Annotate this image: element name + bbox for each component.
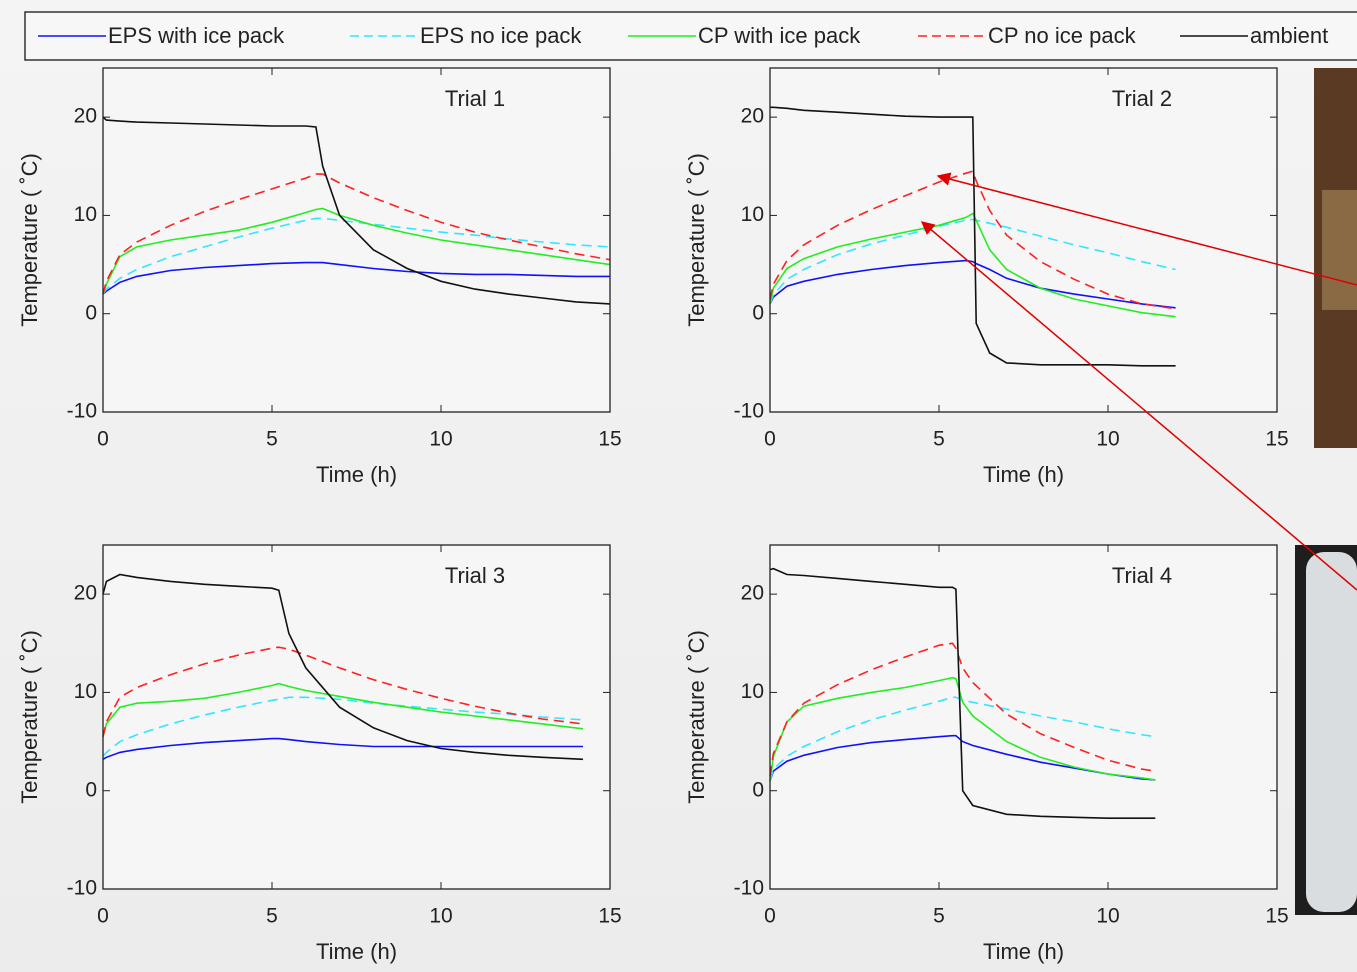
legend-label: EPS with ice pack: [108, 23, 285, 48]
x-tick-label: 15: [598, 428, 621, 451]
x-tick-label: 15: [598, 905, 621, 928]
series-line: [769, 676, 1156, 782]
y-axis-label: Temperature ( ˚C): [684, 630, 709, 804]
legend-label: EPS no ice pack: [420, 23, 582, 48]
y-tick-label: 10: [74, 203, 97, 226]
y-tick-label: 10: [741, 680, 764, 703]
arrow: [920, 221, 1357, 591]
plot-frame: [769, 67, 1278, 413]
plot-frame: [102, 67, 611, 413]
photo-detail: [1322, 190, 1357, 310]
plot-area: [770, 545, 1277, 889]
series-line: [770, 106, 1176, 367]
series-line: [102, 173, 611, 295]
y-tick-label: -10: [67, 400, 97, 423]
y-tick-label: 0: [85, 301, 97, 324]
series-line: [102, 696, 584, 757]
x-tick-label: 5: [933, 905, 945, 928]
x-tick-label: 5: [933, 428, 945, 451]
x-tick-label: 10: [1096, 905, 1119, 928]
series-line: [769, 259, 1176, 309]
y-axis-label: Temperature ( ˚C): [17, 630, 42, 804]
x-axis-label: Time (h): [316, 939, 397, 964]
series-line: [102, 116, 611, 305]
series-line: [769, 567, 1156, 819]
chart-title: Trial 4: [1112, 563, 1172, 588]
x-tick-label: 0: [764, 905, 776, 928]
legend: EPS with ice pack EPS no ice pack CP with …: [24, 11, 1357, 61]
arrow: [936, 172, 1357, 286]
legend-label: CP no ice pack: [988, 23, 1137, 48]
y-axis-label: Temperature ( ˚C): [684, 153, 709, 327]
y-tick-label: 0: [752, 301, 764, 324]
y-tick-label: 20: [741, 582, 764, 605]
x-axis-label: Time (h): [983, 939, 1064, 964]
series-line: [102, 573, 584, 761]
y-tick-label: 0: [85, 778, 97, 801]
x-axis-label: Time (h): [316, 462, 397, 487]
plot-frame: [769, 544, 1278, 890]
y-tick-label: -10: [67, 877, 97, 900]
y-tick-label: -10: [734, 400, 764, 423]
y-tick-label: 10: [741, 203, 764, 226]
y-tick-label: 20: [74, 582, 97, 605]
x-tick-label: 5: [266, 428, 278, 451]
series-line: [102, 207, 611, 295]
series-line: [769, 734, 1156, 782]
plot-area: [103, 68, 610, 412]
series-line: [102, 737, 583, 760]
series-line: [769, 642, 1156, 777]
photo-detail: [1306, 552, 1357, 912]
plot-frame: [102, 544, 611, 890]
chart-title: Trial 3: [445, 563, 505, 588]
x-tick-label: 10: [429, 428, 452, 451]
series-line: [102, 261, 610, 295]
y-axis-label: Temperature ( ˚C): [17, 153, 42, 327]
series-line: [769, 696, 1156, 782]
x-tick-label: 0: [97, 905, 109, 928]
y-tick-label: 20: [741, 105, 764, 128]
series-line: [769, 170, 1176, 310]
x-tick-label: 15: [1265, 905, 1288, 928]
x-tick-label: 10: [429, 905, 452, 928]
legend-label: CP with ice pack: [698, 23, 861, 48]
y-tick-label: 20: [74, 105, 97, 128]
x-tick-label: 15: [1265, 428, 1288, 451]
x-axis-label: Time (h): [983, 462, 1064, 487]
series-line: [769, 212, 1176, 318]
chart-title: Trial 1: [445, 86, 505, 111]
x-tick-label: 10: [1096, 428, 1119, 451]
plot-area: [770, 68, 1277, 412]
series-line: [769, 218, 1176, 305]
x-tick-label: 5: [266, 905, 278, 928]
series-line: [102, 682, 584, 737]
x-tick-label: 0: [764, 428, 776, 451]
chart-title: Trial 2: [1112, 86, 1172, 111]
y-tick-label: 10: [74, 680, 97, 703]
y-tick-label: -10: [734, 877, 764, 900]
x-tick-label: 0: [97, 428, 109, 451]
y-tick-label: 0: [752, 778, 764, 801]
legend-label: ambient: [1250, 23, 1328, 48]
